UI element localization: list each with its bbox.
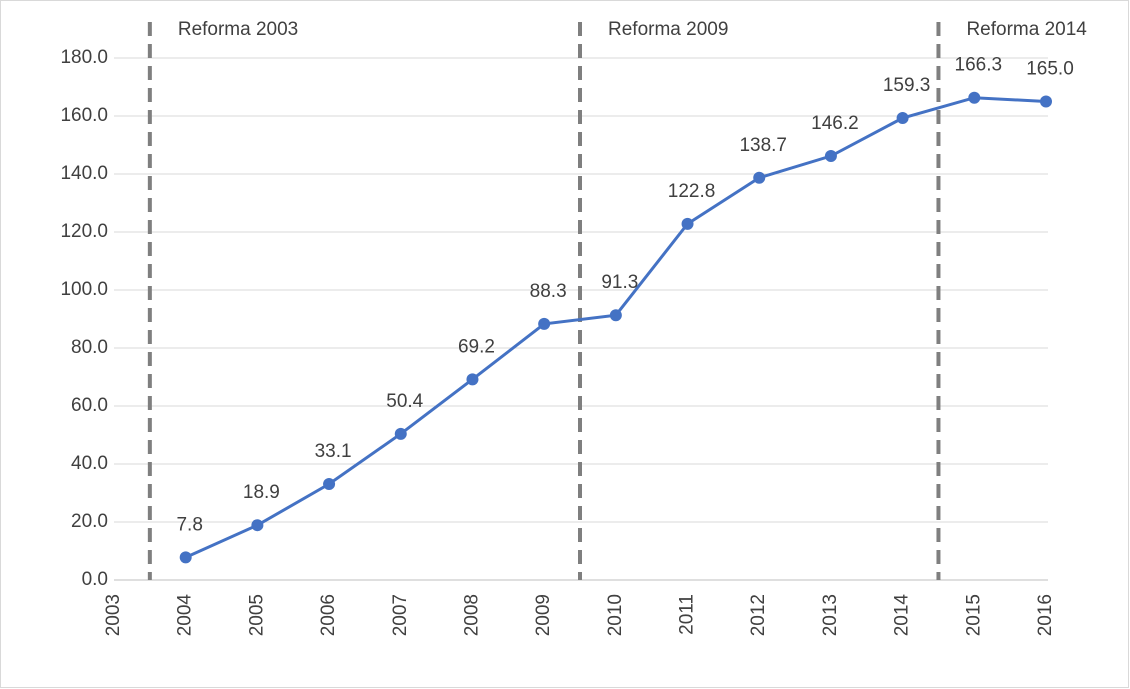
data-label: 166.3: [955, 55, 1003, 76]
data-point: [323, 478, 336, 491]
y-tick-label: 180.0: [60, 47, 108, 68]
data-label: 159.3: [883, 75, 931, 96]
y-tick-label: 140.0: [60, 163, 108, 184]
data-point: [609, 309, 622, 322]
x-tick-label: 2013: [820, 594, 841, 636]
data-label: 69.2: [458, 336, 495, 357]
x-tick-label: 2006: [318, 594, 339, 636]
data-label: 138.7: [739, 135, 787, 156]
data-point: [1040, 95, 1052, 108]
x-tick-label: 2016: [1035, 594, 1056, 636]
y-tick-label: 0.0: [82, 569, 108, 590]
data-label: 7.8: [176, 514, 202, 535]
x-tick-label: 2012: [748, 594, 769, 636]
data-label: 50.4: [386, 391, 423, 412]
y-tick-label: 80.0: [71, 337, 108, 358]
x-tick-label: 2011: [677, 594, 698, 635]
annotation: Reforma 2003: [178, 19, 298, 40]
y-tick-label: 60.0: [71, 395, 108, 416]
data-point: [466, 373, 479, 386]
y-tick-label: 160.0: [60, 105, 108, 126]
x-tick-label: 2004: [175, 594, 196, 637]
y-tick-label: 120.0: [60, 221, 108, 242]
data-label: 122.8: [668, 181, 716, 202]
data-label: 165.0: [1026, 59, 1074, 80]
data-point: [251, 519, 264, 532]
data-point: [824, 150, 837, 163]
data-point: [179, 551, 192, 564]
x-tick-label: 2014: [892, 594, 913, 637]
data-label: 146.2: [811, 113, 859, 134]
x-tick-label: 2015: [963, 594, 984, 636]
y-tick-label: 100.0: [60, 279, 108, 300]
data-point: [538, 317, 551, 330]
annotation: Reforma 2014: [966, 19, 1087, 40]
data-label: 18.9: [243, 482, 280, 503]
data-point: [896, 112, 909, 125]
data-point: [681, 217, 694, 230]
x-tick-label: 2010: [605, 594, 626, 636]
data-label: 91.3: [601, 272, 638, 293]
y-tick-label: 20.0: [71, 511, 108, 532]
data-label: 88.3: [530, 281, 567, 302]
x-tick-label: 2003: [103, 594, 124, 636]
y-tick-label: 40.0: [71, 453, 108, 474]
data-point: [968, 91, 981, 104]
x-tick-label: 2007: [390, 594, 411, 636]
x-tick-label: 2005: [246, 594, 267, 636]
data-label: 33.1: [315, 441, 352, 462]
data-point: [753, 171, 766, 184]
x-tick-label: 2009: [533, 594, 554, 636]
x-tick-label: 2008: [461, 594, 482, 636]
annotation: Reforma 2009: [608, 19, 728, 40]
data-point: [394, 427, 407, 440]
